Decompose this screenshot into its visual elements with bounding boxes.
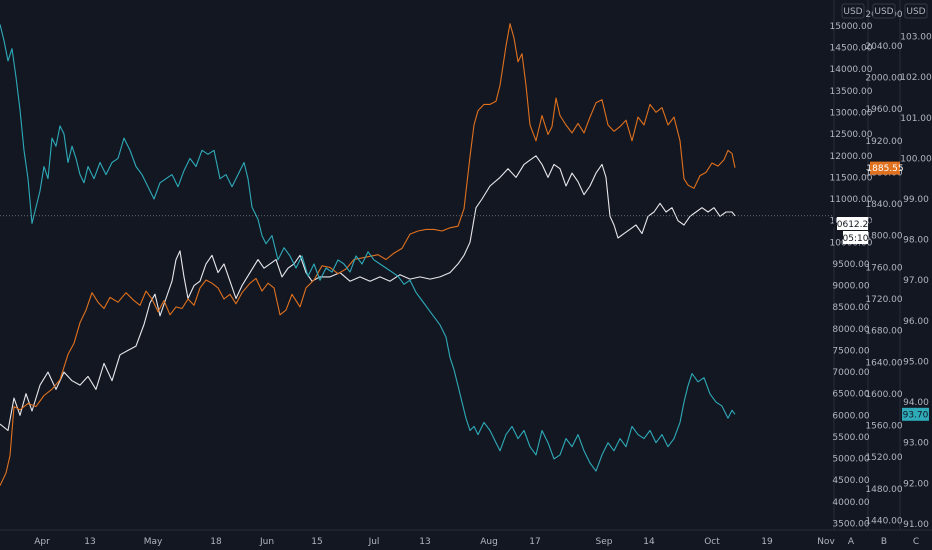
y-tick-label: 96.00 — [903, 317, 929, 327]
y-tick-label: 91.00 — [903, 520, 929, 530]
time-axis-tick-labels: Apr 13 May 18 Jun 15 Jul 13 Aug 17 Sep 14 Oct 19 Nov — [34, 537, 835, 547]
y-tick-label: 12000.00 — [830, 152, 873, 162]
y-tick-label: 7000.00 — [832, 368, 869, 378]
y-tick-label: 2000.00 — [865, 74, 902, 84]
series-line-2 — [0, 24, 736, 472]
x-tick-label: Nov — [817, 537, 835, 547]
x-tick-label: Oct — [704, 537, 720, 547]
y-tick-label: 14500.00 — [830, 44, 873, 54]
dxy-current-label: 93.70 — [903, 410, 929, 420]
x-tick-label: 18 — [210, 537, 222, 547]
y-tick-label: 101.00 — [900, 114, 932, 124]
countdown-label: 05:10 — [843, 234, 869, 244]
y-tick-label: 11500.00 — [830, 173, 873, 183]
crosshair-price-label: 10612.28 — [831, 220, 874, 230]
y-tick-label: 5000.00 — [832, 455, 869, 465]
y-tick-label: 1960.00 — [865, 105, 902, 115]
x-tick-label: May — [144, 537, 163, 547]
currency-label-3: USD — [906, 7, 925, 17]
y-tick-label: 12500.00 — [830, 130, 873, 140]
y-tick-label: 7500.00 — [832, 346, 869, 356]
corner-buttons[interactable]: A B C — [848, 537, 919, 547]
y-tick-label: 8500.00 — [832, 303, 869, 313]
y-tick-label: 98.00 — [903, 236, 929, 246]
y-tick-label: 9500.00 — [832, 260, 869, 270]
x-tick-label: 14 — [643, 537, 655, 547]
y-tick-label: 93.00 — [903, 439, 929, 449]
x-tick-label: 19 — [761, 537, 773, 547]
x-tick-label: Jun — [259, 537, 274, 547]
y-tick-label: 95.00 — [903, 358, 929, 368]
x-tick-label: Jul — [368, 537, 380, 547]
y-tick-label: 2040.00 — [865, 42, 902, 52]
series-layer — [0, 23, 736, 486]
y-tick-label: 14000.00 — [830, 65, 873, 75]
corner-button-c[interactable]: C — [913, 537, 919, 547]
x-tick-label: Sep — [596, 537, 613, 547]
y-tick-label: 103.00 — [900, 33, 932, 43]
y-tick-label: 6000.00 — [832, 411, 869, 421]
corner-button-b[interactable]: B — [881, 537, 887, 547]
corner-button-a[interactable]: A — [848, 537, 855, 547]
y-tick-label: 94.00 — [903, 398, 929, 408]
y-tick-label: 1720.00 — [865, 295, 902, 305]
y-tick-label: 99.00 — [903, 195, 929, 205]
x-tick-label: Apr — [34, 537, 50, 547]
y-tick-label: 11000.00 — [830, 195, 873, 205]
y-tick-label: 1920.00 — [865, 137, 902, 147]
countdown-box — [843, 231, 868, 244]
y-tick-label: 1600.00 — [865, 390, 902, 400]
y-tick-label: 100.00 — [900, 154, 932, 164]
y-tick-label: 92.00 — [903, 479, 929, 489]
y-tick-label: 102.00 — [900, 73, 932, 83]
currency-labels[interactable]: USD USD USD — [841, 3, 928, 19]
gold-current-label: 1885.55 — [866, 164, 903, 174]
y-tick-label: 4000.00 — [832, 498, 869, 508]
dxy-current-box — [902, 407, 929, 421]
x-tick-label: Aug — [480, 537, 498, 547]
y-tick-label: 6500.00 — [832, 390, 869, 400]
currency-label-box-1[interactable] — [841, 3, 865, 19]
currency-label-1: USD — [843, 7, 862, 17]
x-tick-label: 13 — [419, 537, 430, 547]
x-tick-label: 15 — [311, 537, 322, 547]
series-line-0 — [0, 155, 736, 432]
gold-current-box — [870, 161, 900, 175]
y-tick-label: 15000.00 — [830, 22, 873, 32]
y-tick-label: 5500.00 — [832, 433, 869, 443]
y-tick-label: 1640.00 — [865, 358, 902, 368]
y-tick-label: 13000.00 — [830, 109, 873, 119]
y-tick-label: 1560.00 — [865, 422, 902, 432]
y-tick-label: 8000.00 — [832, 325, 869, 335]
y-tick-label: 1480.00 — [865, 485, 902, 495]
x-tick-label: 17 — [529, 537, 540, 547]
y-tick-label: 1760.00 — [865, 263, 902, 273]
y-tick-label: 1520.00 — [865, 453, 902, 463]
y-tick-label: 3500.00 — [832, 520, 869, 530]
currency-label-box-2[interactable] — [872, 3, 896, 19]
currency-label-box-3[interactable] — [904, 3, 928, 19]
series-line-1 — [0, 23, 736, 486]
y-tick-label: 9000.00 — [832, 282, 869, 292]
y-tick-label: 1800.00 — [865, 232, 902, 242]
y-tick-label: 4500.00 — [832, 476, 869, 486]
time-axis[interactable]: Apr 13 May 18 Jun 15 Jul 13 Aug 17 Sep 14 Oct 19 Nov A… — [0, 529, 932, 547]
y-tick-label: 1840.00 — [865, 200, 902, 210]
x-tick-label: 13 — [84, 537, 95, 547]
y-tick-label: 1680.00 — [865, 327, 902, 337]
current-price-labels: 10612.28 05:10 1885.55 93.70 — [831, 161, 929, 421]
y-tick-label: 97.00 — [903, 276, 929, 286]
currency-label-2: USD — [874, 7, 893, 17]
y-tick-label: 13500.00 — [830, 87, 873, 97]
y-tick-label: 1440.00 — [865, 517, 902, 527]
crosshair-price-box — [837, 217, 868, 230]
